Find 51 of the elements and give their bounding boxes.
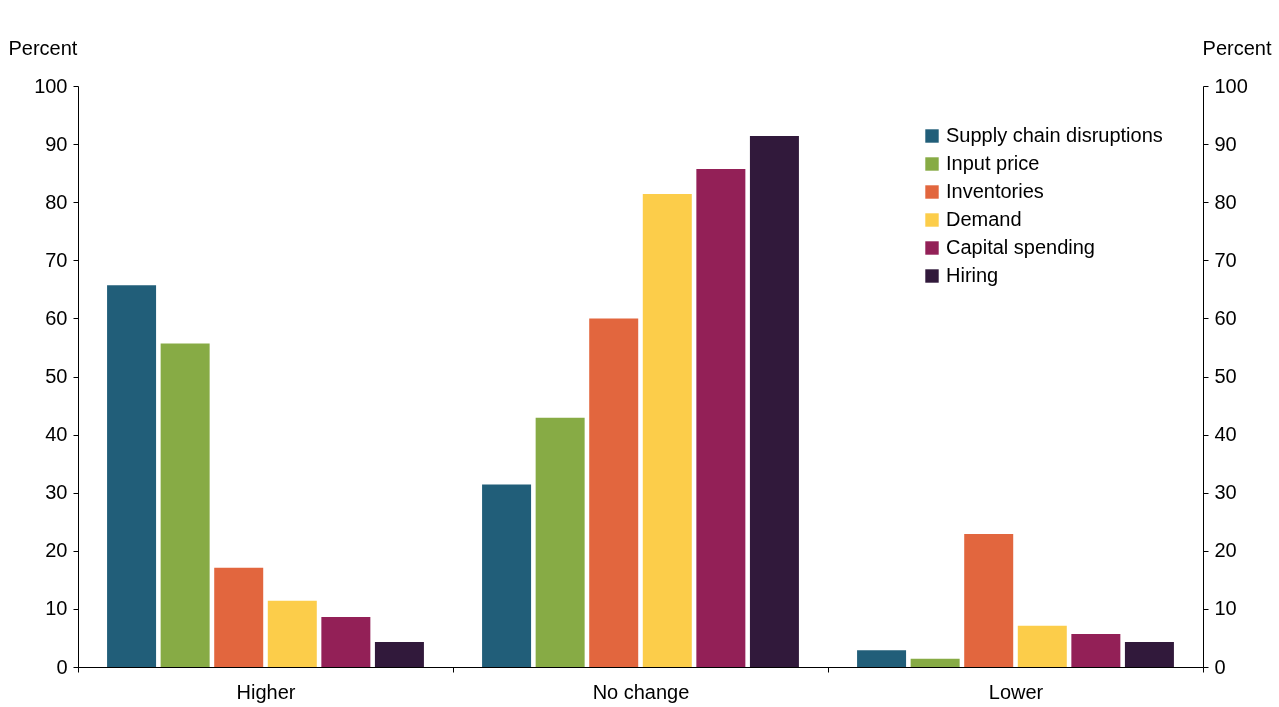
y-tick-label: 90	[45, 132, 68, 155]
bar	[321, 617, 371, 667]
y-tick-label: 40	[45, 423, 68, 446]
y2-tick-label: 60	[1214, 306, 1237, 329]
y2-tick-label: 20	[1214, 539, 1237, 562]
bar	[1017, 625, 1067, 667]
bar	[696, 169, 746, 667]
y-tick-label: 30	[45, 481, 68, 504]
bar	[160, 343, 210, 667]
y2-tick-label: 80	[1214, 190, 1237, 213]
bar	[267, 600, 317, 667]
legend-label: Hiring	[946, 264, 999, 286]
y2-tick-label: 10	[1214, 597, 1237, 620]
y2-tick-label: 50	[1214, 365, 1237, 387]
x-tick-label: No change	[592, 680, 690, 703]
y2-tick-label: 100	[1214, 74, 1248, 97]
legend-label: Capital spending	[946, 236, 1095, 258]
bar	[535, 417, 585, 667]
bar	[642, 194, 692, 667]
y-tick-label: 0	[56, 655, 68, 678]
bar	[1071, 633, 1121, 667]
y-tick-label: 10	[45, 597, 68, 620]
bar	[1124, 642, 1174, 667]
y2-axis-title: Percent	[1202, 36, 1272, 59]
legend-label: Input price	[946, 152, 1040, 174]
legend-label: Supply chain disruptions	[946, 124, 1163, 146]
y-tick-label: 60	[45, 306, 68, 329]
y-tick-label: 70	[45, 248, 68, 271]
x-tick-label: Higher	[236, 680, 296, 703]
legend-label: Inventories	[946, 180, 1044, 202]
y2-tick-label: 70	[1214, 248, 1237, 271]
x-tick-label: Lower	[988, 680, 1044, 703]
bar	[107, 285, 157, 667]
y-axis-title: Percent	[8, 36, 78, 59]
y2-tick-label: 40	[1214, 423, 1237, 446]
bar	[910, 658, 960, 667]
y-tick-label: 50	[45, 365, 68, 387]
bar	[214, 567, 264, 667]
bar	[749, 135, 799, 667]
y2-tick-label: 90	[1214, 132, 1237, 155]
y-tick-label: 80	[45, 190, 68, 213]
bar	[482, 484, 532, 667]
legend-label: Demand	[946, 208, 1022, 230]
y-tick-label: 100	[34, 74, 68, 97]
bar	[374, 642, 424, 667]
y2-tick-label: 0	[1214, 655, 1226, 678]
y-tick-label: 20	[45, 539, 68, 562]
bar	[589, 318, 639, 667]
bar	[964, 533, 1014, 667]
y2-tick-label: 30	[1214, 481, 1237, 504]
bar	[857, 650, 907, 667]
